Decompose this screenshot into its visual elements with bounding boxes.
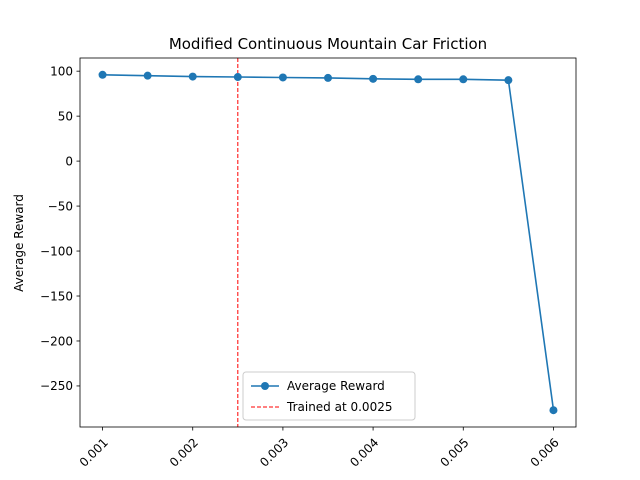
data-point: [278, 73, 287, 82]
legend-label-trained: Trained at 0.0025: [286, 400, 392, 414]
data-point: [369, 74, 378, 83]
data-point: [459, 75, 468, 84]
legend-marker-average-reward: [261, 382, 269, 390]
chart-title: Modified Continuous Mountain Car Frictio…: [169, 35, 487, 53]
y-tick-label: −200: [40, 334, 73, 348]
y-tick-label: −50: [48, 199, 73, 213]
axes-frame: [79, 57, 577, 428]
data-point: [504, 76, 513, 85]
data-point: [233, 73, 242, 82]
data-point: [188, 72, 197, 81]
data-point: [98, 70, 107, 79]
legend-label-average-reward: Average Reward: [287, 379, 385, 393]
data-point: [414, 75, 423, 84]
legend-box: [242, 371, 416, 421]
data-point: [143, 71, 152, 80]
y-tick-label: −250: [40, 379, 73, 393]
data-point: [549, 406, 558, 415]
y-tick-label: −150: [40, 289, 73, 303]
y-tick-label: 0: [65, 154, 73, 168]
y-axis-label: Average Reward: [12, 194, 26, 292]
data-point: [324, 73, 332, 82]
y-tick-label: 100: [50, 64, 73, 78]
y-tick-label: 50: [58, 109, 73, 123]
y-tick-label: −100: [40, 244, 73, 258]
